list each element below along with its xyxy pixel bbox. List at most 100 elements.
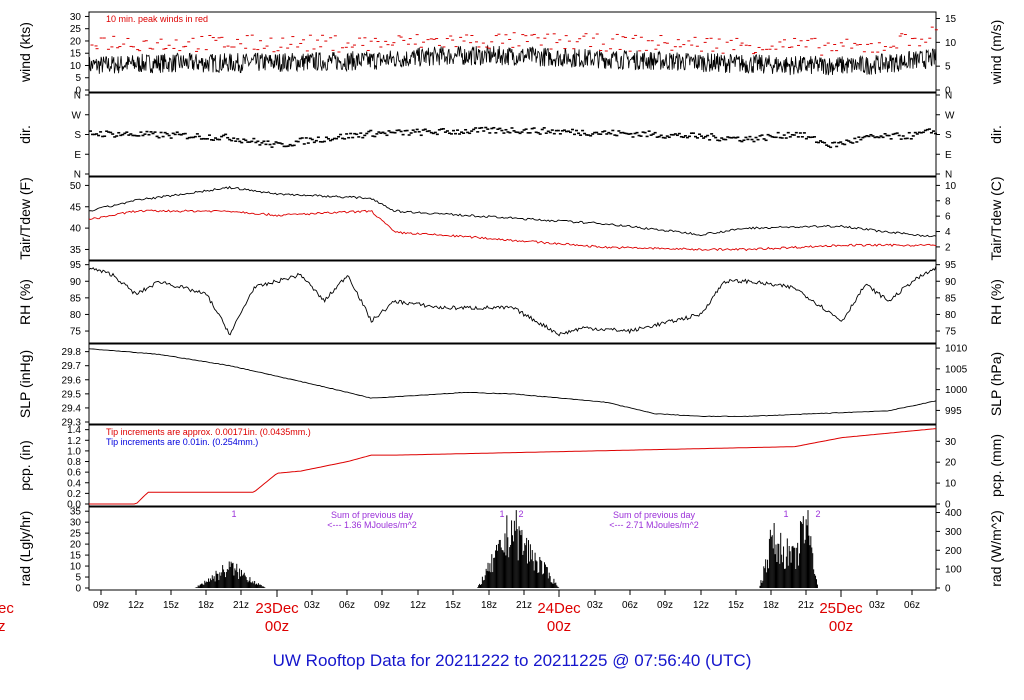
right-tick-label-wind: 15 [945, 14, 957, 25]
left-tick-label-slp: 29.7 [62, 361, 82, 372]
wind-line [88, 44, 937, 76]
right-tick-label-slp: 1000 [945, 385, 968, 396]
right-tick-label-rad: 300 [945, 527, 962, 538]
left-tick-label-rad: 10 [70, 562, 82, 573]
panel-frame-pcp [88, 424, 937, 507]
left-tick-label-rad: 0 [75, 584, 81, 595]
right-tick-label-dir: N [945, 91, 952, 102]
left-tick-label-pcp: 0.6 [67, 468, 81, 479]
right-tick-label-temp: 4 [945, 227, 951, 238]
left-tick-label-wind: 15 [70, 49, 82, 60]
ylabel-right-rad: rad (W/m^2) [988, 510, 1004, 587]
left-tick-label-rh: 80 [70, 310, 82, 321]
ylabel-left-wind: wind (kts) [17, 22, 33, 83]
pcp-line [89, 428, 937, 505]
left-tick-label-rad: 30 [70, 518, 82, 529]
hour-label: 03z [587, 600, 603, 611]
left-tick-label-slp: 29.4 [62, 403, 82, 414]
ylabel-right-dir: dir. [988, 125, 1004, 144]
right-tick-label-rh: 85 [945, 293, 957, 304]
left-tick-label-slp: 29.3 [62, 418, 82, 429]
hour-label: 21z [233, 600, 249, 611]
day-hour-label: 00z [547, 618, 571, 635]
right-tick-label-rad: 200 [945, 546, 962, 557]
right-tick-label-dir: N [945, 170, 952, 181]
rh-line [88, 265, 937, 337]
panel-frame-rh [88, 260, 937, 344]
ylabel-left-dir: dir. [17, 125, 33, 144]
left-tick-label-pcp: 0.8 [67, 457, 81, 468]
wind-note: 10 min. peak winds in red [106, 14, 208, 24]
left-tick-label-dir: E [74, 150, 81, 161]
hour-label: 18z [481, 600, 497, 611]
left-tick-label-rad: 20 [70, 540, 82, 551]
ylabel-right-temp: Tair/Tdew (C) [988, 176, 1004, 260]
right-tick-label-pcp: 10 [945, 479, 957, 490]
pcp-note-red: Tip increments are approx. 0.00171in. (0… [106, 427, 311, 437]
left-tick-label-rad: 25 [70, 529, 82, 540]
right-tick-label-slp: 1005 [945, 364, 968, 375]
left-tick-label-rad: 15 [70, 551, 82, 562]
left-tick-label-wind: 0 [75, 86, 81, 97]
slp-line [88, 348, 937, 418]
right-tick-label-rh: 90 [945, 277, 957, 288]
rad-marker: 2 [518, 509, 523, 519]
plot-lines [88, 26, 938, 588]
left-tick-label-rh: 95 [70, 260, 82, 271]
right-tick-label-dir: E [945, 150, 952, 161]
panel-frames [88, 11, 937, 591]
right-tick-label-rad: 100 [945, 565, 962, 576]
left-tick-label-wind: 5 [75, 73, 81, 84]
tair-line [88, 185, 937, 238]
left-tick-label-dir: N [74, 170, 81, 181]
axis-labels: wind (kts) wind (m/s) dir. dir. Tair/Tdew (F… [17, 20, 1004, 587]
left-tick-label-pcp: 0.4 [67, 478, 81, 489]
right-tick-label-rh: 80 [945, 310, 957, 321]
day-date-label: 23Dec [255, 600, 299, 617]
ylabel-right-wind: wind (m/s) [988, 20, 1004, 86]
hour-label: 15z [445, 600, 461, 611]
left-tick-label-pcp: 1.4 [67, 425, 81, 436]
right-tick-label-wind: 5 [945, 62, 951, 73]
hour-label: 06z [904, 600, 920, 611]
hour-label: 09z [93, 600, 109, 611]
right-tick-label-rad: 400 [945, 508, 962, 519]
left-tick-label-rh: 85 [70, 293, 82, 304]
right-tick-label-slp: 995 [945, 406, 962, 417]
hour-label: 12z [693, 600, 709, 611]
tdew-line [88, 209, 937, 252]
left-tick-label-pcp: 1.0 [67, 446, 81, 457]
left-tick-label-temp: 40 [70, 224, 82, 235]
rad-sum-value-1: <--- 1.36 MJoules/m^2 [327, 520, 417, 530]
ylabel-left-rad: rad (Lgly/hr) [17, 511, 33, 586]
time-axis: 09z 12z 15z 18z 21z 03z 06z 09z 12z 15z 18z 21z 03z 0… [0, 590, 920, 635]
right-tick-label-temp: 10 [945, 181, 957, 192]
hour-label: 03z [304, 600, 320, 611]
hour-label: 18z [763, 600, 779, 611]
right-tick-label-temp: 2 [945, 242, 951, 253]
hour-label: 06z [339, 600, 355, 611]
left-tick-label-rh: 90 [70, 277, 82, 288]
rad-sum-value-2: <--- 2.71 MJoules/m^2 [609, 520, 699, 530]
right-tick-label-pcp: 20 [945, 458, 957, 469]
left-tick-label-rad: 35 [70, 507, 82, 518]
hour-label: 09z [657, 600, 673, 611]
hour-label: 21z [798, 600, 814, 611]
right-tick-label-wind: 10 [945, 38, 957, 49]
ylabel-left-slp: SLP (inHg) [17, 350, 33, 418]
ylabel-right-rh: RH (%) [988, 279, 1004, 325]
left-tick-label-dir: S [74, 130, 81, 141]
left-tick-label-temp: 45 [70, 202, 82, 213]
left-tick-label-dir: W [72, 110, 82, 121]
rad-marker: 1 [783, 509, 788, 519]
left-tick-label-wind: 30 [70, 12, 82, 23]
right-tick-label-dir: S [945, 130, 952, 141]
hour-label: 12z [128, 600, 144, 611]
cut-date-label: ec [0, 600, 14, 617]
left-tick-label-slp: 29.8 [62, 347, 82, 358]
ylabel-right-pcp: pcp. (mm) [988, 434, 1004, 497]
rad-sum-label-1: Sum of previous day [331, 510, 414, 520]
right-tick-label-temp: 8 [945, 196, 951, 207]
left-tick-label-wind: 20 [70, 36, 82, 47]
